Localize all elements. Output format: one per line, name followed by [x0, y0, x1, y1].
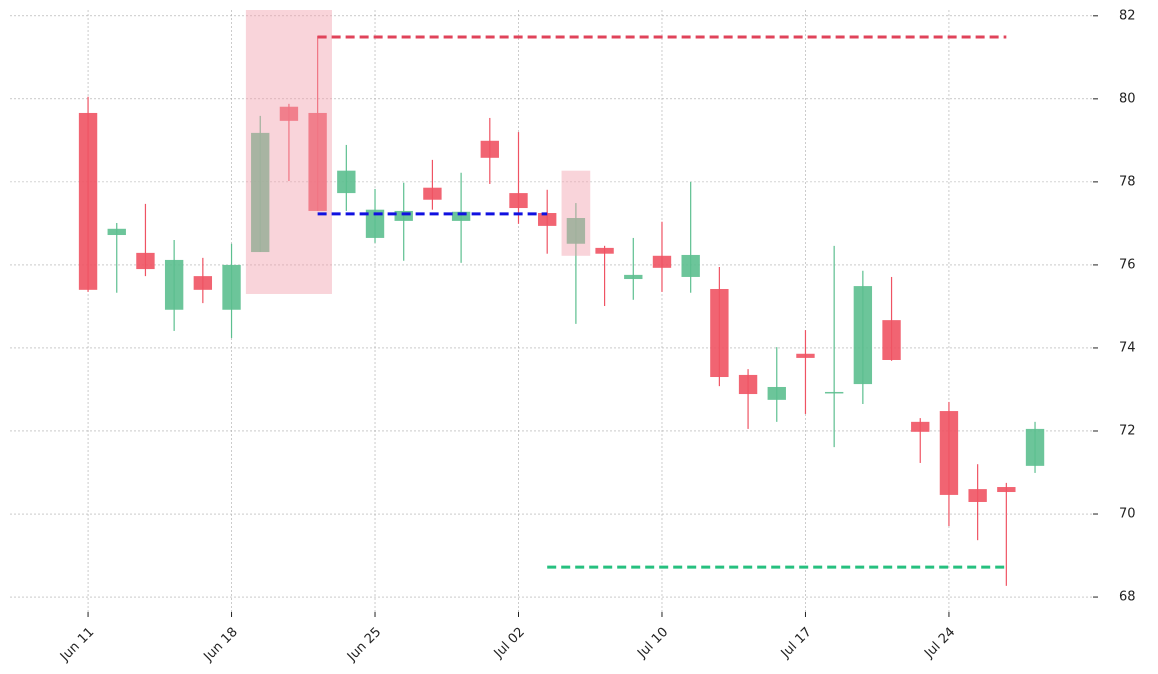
candle-body: [939, 411, 959, 495]
candle-body: [738, 374, 758, 395]
candle-body: [193, 276, 213, 290]
candle-body: [365, 209, 385, 238]
y-tick-label: 72: [1119, 423, 1136, 438]
candle-body: [624, 274, 643, 280]
candle-body: [308, 112, 327, 211]
y-tick-label: 70: [1119, 507, 1136, 522]
candle-body: [538, 213, 557, 226]
candle-body: [796, 353, 815, 358]
candle-body: [136, 252, 155, 270]
x-tick-label: Jul 02: [491, 625, 528, 662]
candle-body: [595, 247, 614, 254]
highlight: [245, 10, 332, 294]
candle-body: [968, 489, 987, 502]
candle-body: [652, 255, 672, 268]
candle-body: [279, 106, 299, 121]
candle-body: [251, 132, 270, 253]
candle-body: [164, 259, 184, 310]
x-tick-label: Jun 25: [344, 625, 384, 665]
candle-body: [394, 210, 413, 221]
y-tick-label: 74: [1119, 340, 1136, 355]
y-tick-label: 82: [1119, 8, 1136, 23]
candle-body: [882, 320, 901, 360]
candle-body: [681, 254, 700, 277]
x-tick-label: Jun 18: [201, 625, 241, 665]
y-tick-label: 68: [1119, 590, 1136, 605]
candle-body: [911, 421, 930, 432]
y-tick-label: 76: [1119, 257, 1136, 272]
candle-body: [107, 228, 126, 236]
candle-body: [480, 140, 499, 158]
x-tick-label: Jul 17: [778, 625, 815, 662]
candle-body: [997, 487, 1016, 493]
y-tick-label: 80: [1119, 91, 1136, 106]
candle-body: [509, 193, 528, 209]
candle-body: [853, 286, 873, 385]
candle-body: [566, 218, 586, 244]
x-tick-label: Jul 10: [634, 625, 671, 662]
candle-body: [767, 386, 786, 400]
candle-body: [222, 264, 241, 310]
candle-body: [451, 211, 471, 221]
candle-body: [78, 112, 98, 290]
candle-body: [337, 170, 356, 194]
x-tick-label: Jun 11: [57, 625, 97, 665]
candle-body: [423, 187, 442, 200]
candle-body: [1025, 428, 1045, 466]
x-tick-label: Jul 24: [921, 625, 958, 662]
y-tick-label: 78: [1119, 174, 1136, 189]
highlight: [561, 170, 591, 256]
candle-body: [710, 288, 729, 378]
candle-body: [824, 391, 844, 394]
